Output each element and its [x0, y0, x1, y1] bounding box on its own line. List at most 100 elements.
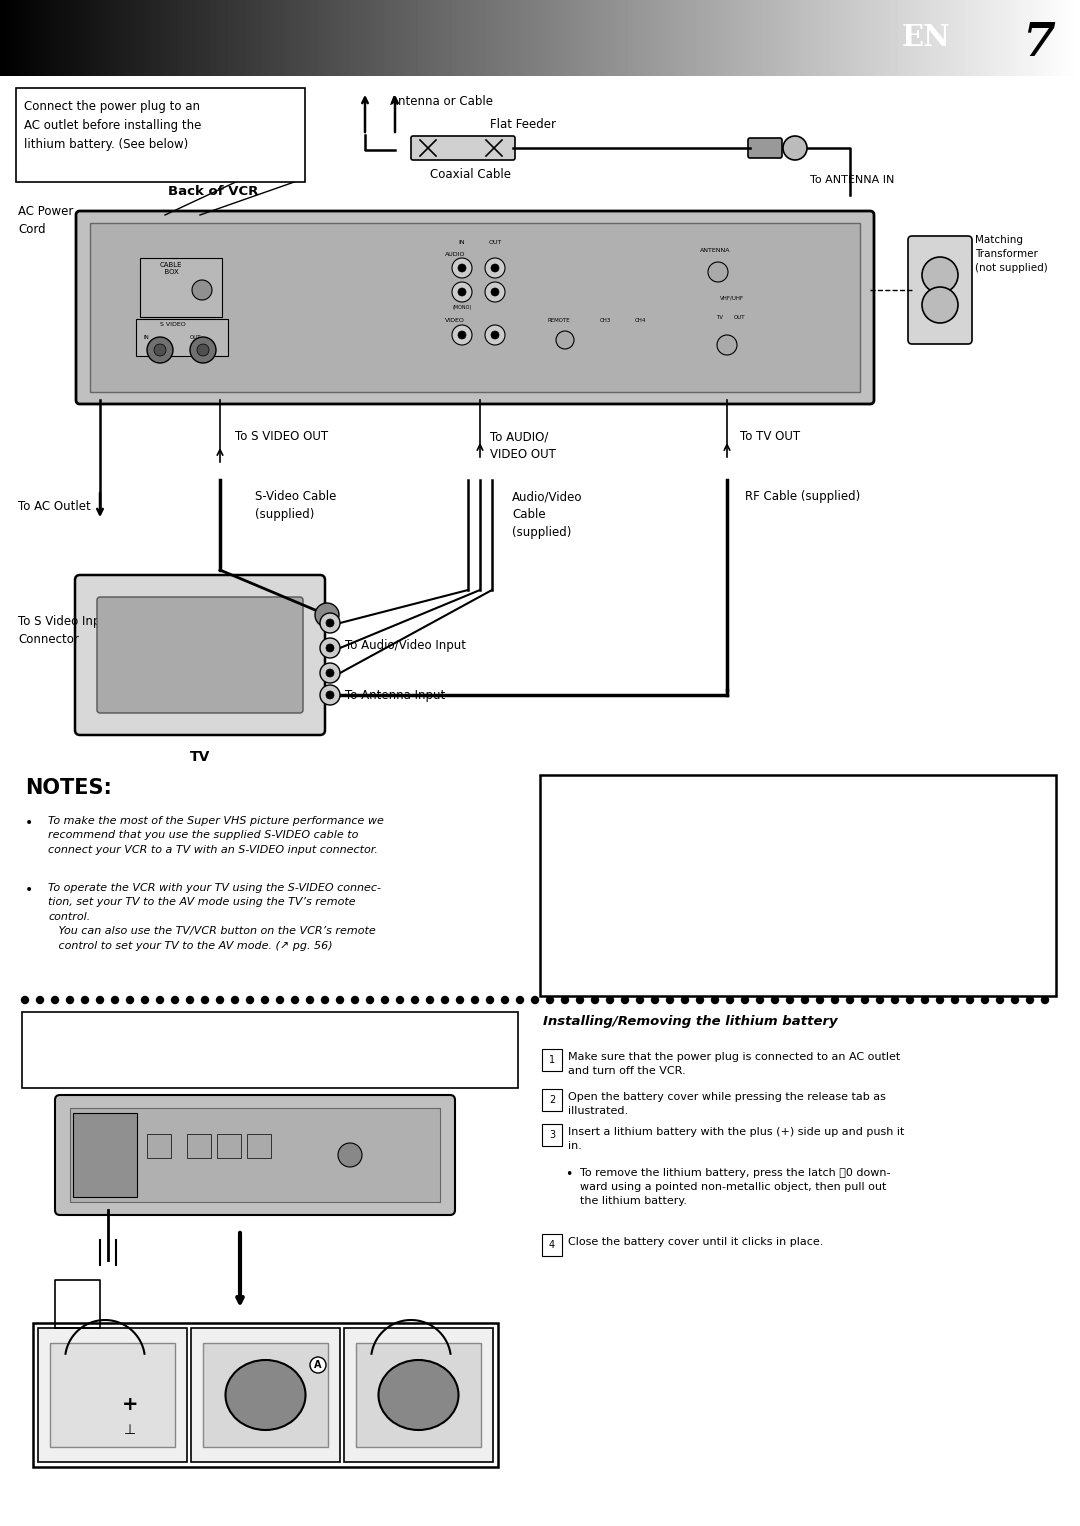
Circle shape: [326, 620, 334, 627]
Text: VIDEO: VIDEO: [445, 317, 464, 324]
Circle shape: [52, 996, 58, 1004]
Circle shape: [147, 337, 173, 363]
FancyBboxPatch shape: [75, 575, 325, 736]
Text: VHF/UHF: VHF/UHF: [720, 295, 744, 301]
Text: CH3: CH3: [600, 317, 611, 324]
Text: OUT: OUT: [734, 314, 745, 320]
Text: 7: 7: [1022, 20, 1055, 66]
FancyBboxPatch shape: [908, 237, 972, 343]
FancyBboxPatch shape: [748, 137, 782, 159]
Text: a– Connect both the RF cable and the AV cables to the TV as
     explained in st: a– Connect both the RF cable and the AV …: [555, 861, 893, 884]
Circle shape: [216, 996, 224, 1004]
Circle shape: [485, 282, 505, 302]
Circle shape: [877, 996, 883, 1004]
Text: ANTENNA: ANTENNA: [700, 249, 730, 253]
Circle shape: [607, 996, 613, 1004]
Circle shape: [472, 996, 478, 1004]
Text: IN: IN: [143, 336, 149, 340]
Circle shape: [717, 336, 737, 356]
Circle shape: [756, 996, 764, 1004]
Text: ⊥: ⊥: [124, 1424, 136, 1437]
Text: To S VIDEO OUT: To S VIDEO OUT: [235, 430, 328, 443]
Circle shape: [292, 996, 298, 1004]
Circle shape: [1026, 996, 1034, 1004]
Text: Coaxial Cable: Coaxial Cable: [430, 168, 511, 182]
FancyBboxPatch shape: [356, 1343, 481, 1447]
Circle shape: [501, 996, 509, 1004]
Text: Connect the power plug to an
AC outlet before installing the
lithium battery. (S: Connect the power plug to an AC outlet b…: [24, 101, 201, 151]
Text: •: •: [25, 816, 33, 830]
Text: •: •: [565, 1167, 572, 1181]
FancyBboxPatch shape: [16, 89, 305, 182]
Text: Matching
Transformer
(not supplied): Matching Transformer (not supplied): [975, 235, 1048, 273]
Circle shape: [921, 996, 929, 1004]
Text: To remove the lithium battery, press the latch ⑀0 down-
ward using a pointed non: To remove the lithium battery, press the…: [580, 1167, 891, 1206]
Text: 3: 3: [549, 1129, 555, 1140]
Circle shape: [727, 996, 733, 1004]
Circle shape: [556, 331, 573, 349]
Text: Close the battery cover until it clicks in place.: Close the battery cover until it clicks …: [568, 1238, 823, 1247]
Text: Open the battery cover while pressing the release tab as
illustrated.: Open the battery cover while pressing th…: [568, 1093, 886, 1116]
Circle shape: [742, 996, 748, 1004]
Text: S-VIDEO Connection: S-VIDEO Connection: [555, 792, 774, 810]
Text: OUT: OUT: [488, 240, 502, 246]
Circle shape: [126, 996, 134, 1004]
Circle shape: [485, 325, 505, 345]
FancyBboxPatch shape: [55, 1096, 455, 1215]
Text: Make sure that the power plug is connected to an AC outlet
and turn off the VCR.: Make sure that the power plug is connect…: [568, 1051, 901, 1076]
FancyBboxPatch shape: [345, 1328, 492, 1462]
Text: •: •: [25, 884, 33, 897]
Circle shape: [111, 996, 119, 1004]
Circle shape: [951, 996, 959, 1004]
Circle shape: [786, 996, 794, 1004]
Text: To Audio/Video Input: To Audio/Video Input: [345, 638, 465, 652]
FancyBboxPatch shape: [97, 597, 303, 713]
Circle shape: [67, 996, 73, 1004]
Circle shape: [157, 996, 163, 1004]
Circle shape: [562, 996, 568, 1004]
Circle shape: [485, 258, 505, 278]
Text: IN: IN: [459, 240, 465, 246]
Text: RF Cable (supplied): RF Cable (supplied): [745, 490, 861, 504]
Circle shape: [315, 603, 339, 627]
Circle shape: [862, 996, 868, 1004]
FancyBboxPatch shape: [38, 1328, 187, 1462]
Circle shape: [246, 996, 254, 1004]
FancyBboxPatch shape: [542, 1125, 562, 1146]
Circle shape: [96, 996, 104, 1004]
Circle shape: [783, 136, 807, 160]
Text: To make the most of the Super VHS picture performance we
recommend that you use : To make the most of the Super VHS pictur…: [48, 816, 383, 855]
Circle shape: [427, 996, 433, 1004]
Text: To TV OUT: To TV OUT: [740, 430, 800, 443]
Text: 1: 1: [549, 1054, 555, 1065]
Circle shape: [190, 337, 216, 363]
FancyBboxPatch shape: [542, 1090, 562, 1111]
Text: CH4: CH4: [635, 317, 646, 324]
Circle shape: [22, 996, 28, 1004]
Circle shape: [531, 996, 539, 1004]
Circle shape: [453, 282, 472, 302]
Text: REMOTE: REMOTE: [548, 317, 570, 324]
Text: To S Video Input
Connector: To S Video Input Connector: [18, 615, 112, 645]
Text: 4: 4: [549, 1241, 555, 1250]
Circle shape: [310, 1357, 326, 1373]
Text: To AUDIO/
VIDEO OUT: To AUDIO/ VIDEO OUT: [490, 430, 556, 461]
Circle shape: [141, 996, 149, 1004]
Circle shape: [276, 996, 283, 1004]
Text: Flat Feeder: Flat Feeder: [490, 118, 556, 131]
Text: To AC Outlet: To AC Outlet: [18, 501, 91, 513]
Ellipse shape: [378, 1360, 459, 1430]
Circle shape: [486, 996, 494, 1004]
Text: Insert a lithium battery with the plus (+) side up and push it
in.: Insert a lithium battery with the plus (…: [568, 1128, 904, 1151]
Text: Audio/Video
Cable
(supplied): Audio/Video Cable (supplied): [512, 490, 582, 539]
Circle shape: [1012, 996, 1018, 1004]
Text: CONNECT VCR TO TV: CONNECT VCR TO TV: [555, 838, 685, 848]
Circle shape: [666, 996, 674, 1004]
Circle shape: [458, 264, 465, 272]
Circle shape: [326, 644, 334, 652]
Circle shape: [458, 331, 465, 339]
Circle shape: [322, 996, 328, 1004]
Circle shape: [197, 343, 210, 356]
Circle shape: [621, 996, 629, 1004]
Circle shape: [307, 996, 313, 1004]
